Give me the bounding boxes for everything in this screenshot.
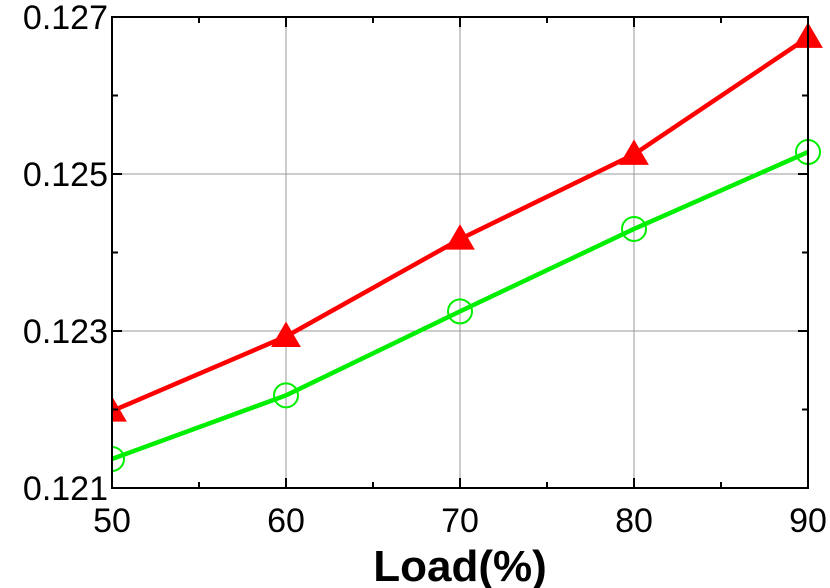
x-tick-label: 70 — [441, 502, 479, 540]
y-tick-label: 0.121 — [23, 470, 108, 508]
data-point-triangle — [112, 396, 127, 422]
series-1 — [112, 22, 823, 422]
y-tick-label: 0.125 — [23, 156, 108, 194]
y-tick-label: 0.123 — [23, 313, 108, 351]
x-axis-title: Load(%) — [373, 542, 547, 588]
data-point-triangle — [271, 321, 301, 347]
y-tick-label: 0.127 — [23, 0, 108, 37]
x-tick-label: 60 — [267, 502, 305, 540]
x-tick-labels: 50 60 70 80 90 — [93, 502, 827, 540]
tick-marks — [111, 16, 809, 489]
data-point-triangle — [619, 139, 649, 165]
data-point-circle — [621, 215, 647, 242]
x-tick-label: 90 — [789, 502, 827, 540]
data-point-circle — [273, 382, 299, 409]
x-tick-label: 80 — [615, 502, 653, 540]
data-point-circle — [447, 298, 473, 325]
y-tick-labels: 0.121 0.123 0.125 0.127 — [23, 0, 108, 508]
data-point-circle — [112, 445, 125, 472]
data-point-triangle — [445, 224, 475, 250]
series-layer — [112, 22, 823, 472]
grid-lines — [111, 16, 809, 489]
series-line — [112, 149, 809, 462]
x-tick-label: 50 — [93, 502, 131, 540]
